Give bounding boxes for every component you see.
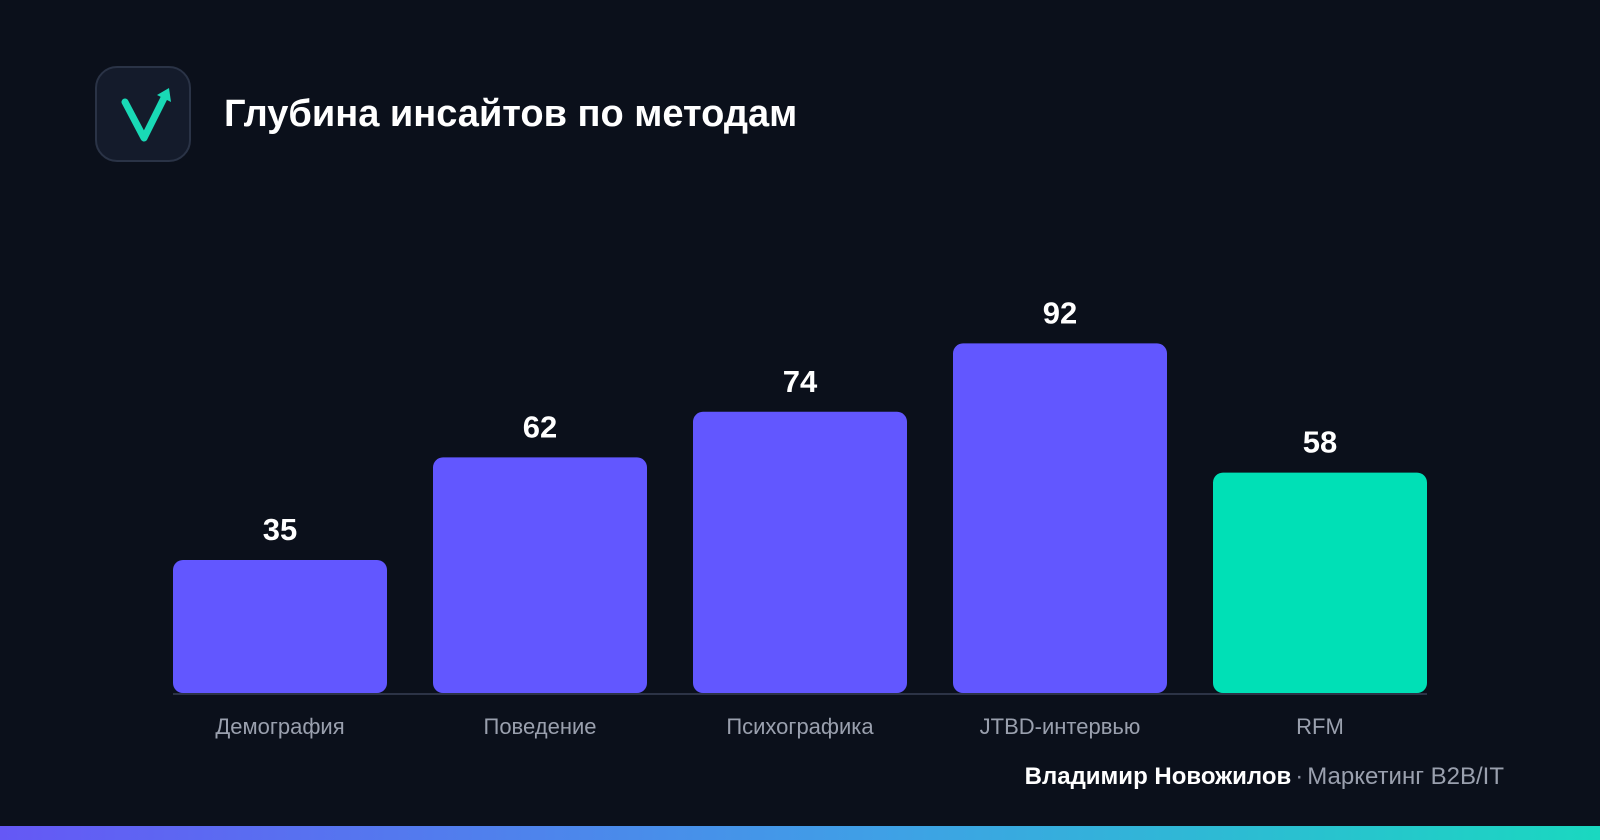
data-label-3: 74 <box>783 364 818 399</box>
page-title: Глубина инсайтов по методам <box>224 93 798 135</box>
footer-tagline: Маркетинг B2B/IT <box>1307 763 1504 790</box>
data-label-2: 62 <box>523 409 557 444</box>
category-label-3: Психографика <box>726 714 874 739</box>
author-name: Владимир Новожилов <box>1024 763 1292 790</box>
category-label-5: RFM <box>1296 714 1344 739</box>
bar-4 <box>953 343 1167 693</box>
bar-2 <box>433 457 647 693</box>
brand-logo <box>95 66 191 162</box>
bar-chart: 35 Демография 62 Поведение 74 Психографика 92 J… <box>173 295 1427 739</box>
category-label-1: Демография <box>215 714 344 739</box>
gradient-bar <box>0 826 1600 840</box>
category-label-4: JTBD-интервью <box>980 714 1141 739</box>
checkmark-arrow-icon <box>121 88 171 142</box>
data-label-5: 58 <box>1303 425 1337 460</box>
data-label-4: 92 <box>1043 295 1077 330</box>
bar-1 <box>173 560 387 693</box>
data-label-1: 35 <box>263 512 297 547</box>
footer-credit: Владимир Новожилов · Маркетинг B2B/IT <box>1025 760 1504 794</box>
footer-separator: · <box>1295 763 1304 790</box>
category-label-2: Поведение <box>484 714 597 739</box>
bar-5 <box>1213 472 1427 693</box>
bar-3 <box>693 411 907 693</box>
